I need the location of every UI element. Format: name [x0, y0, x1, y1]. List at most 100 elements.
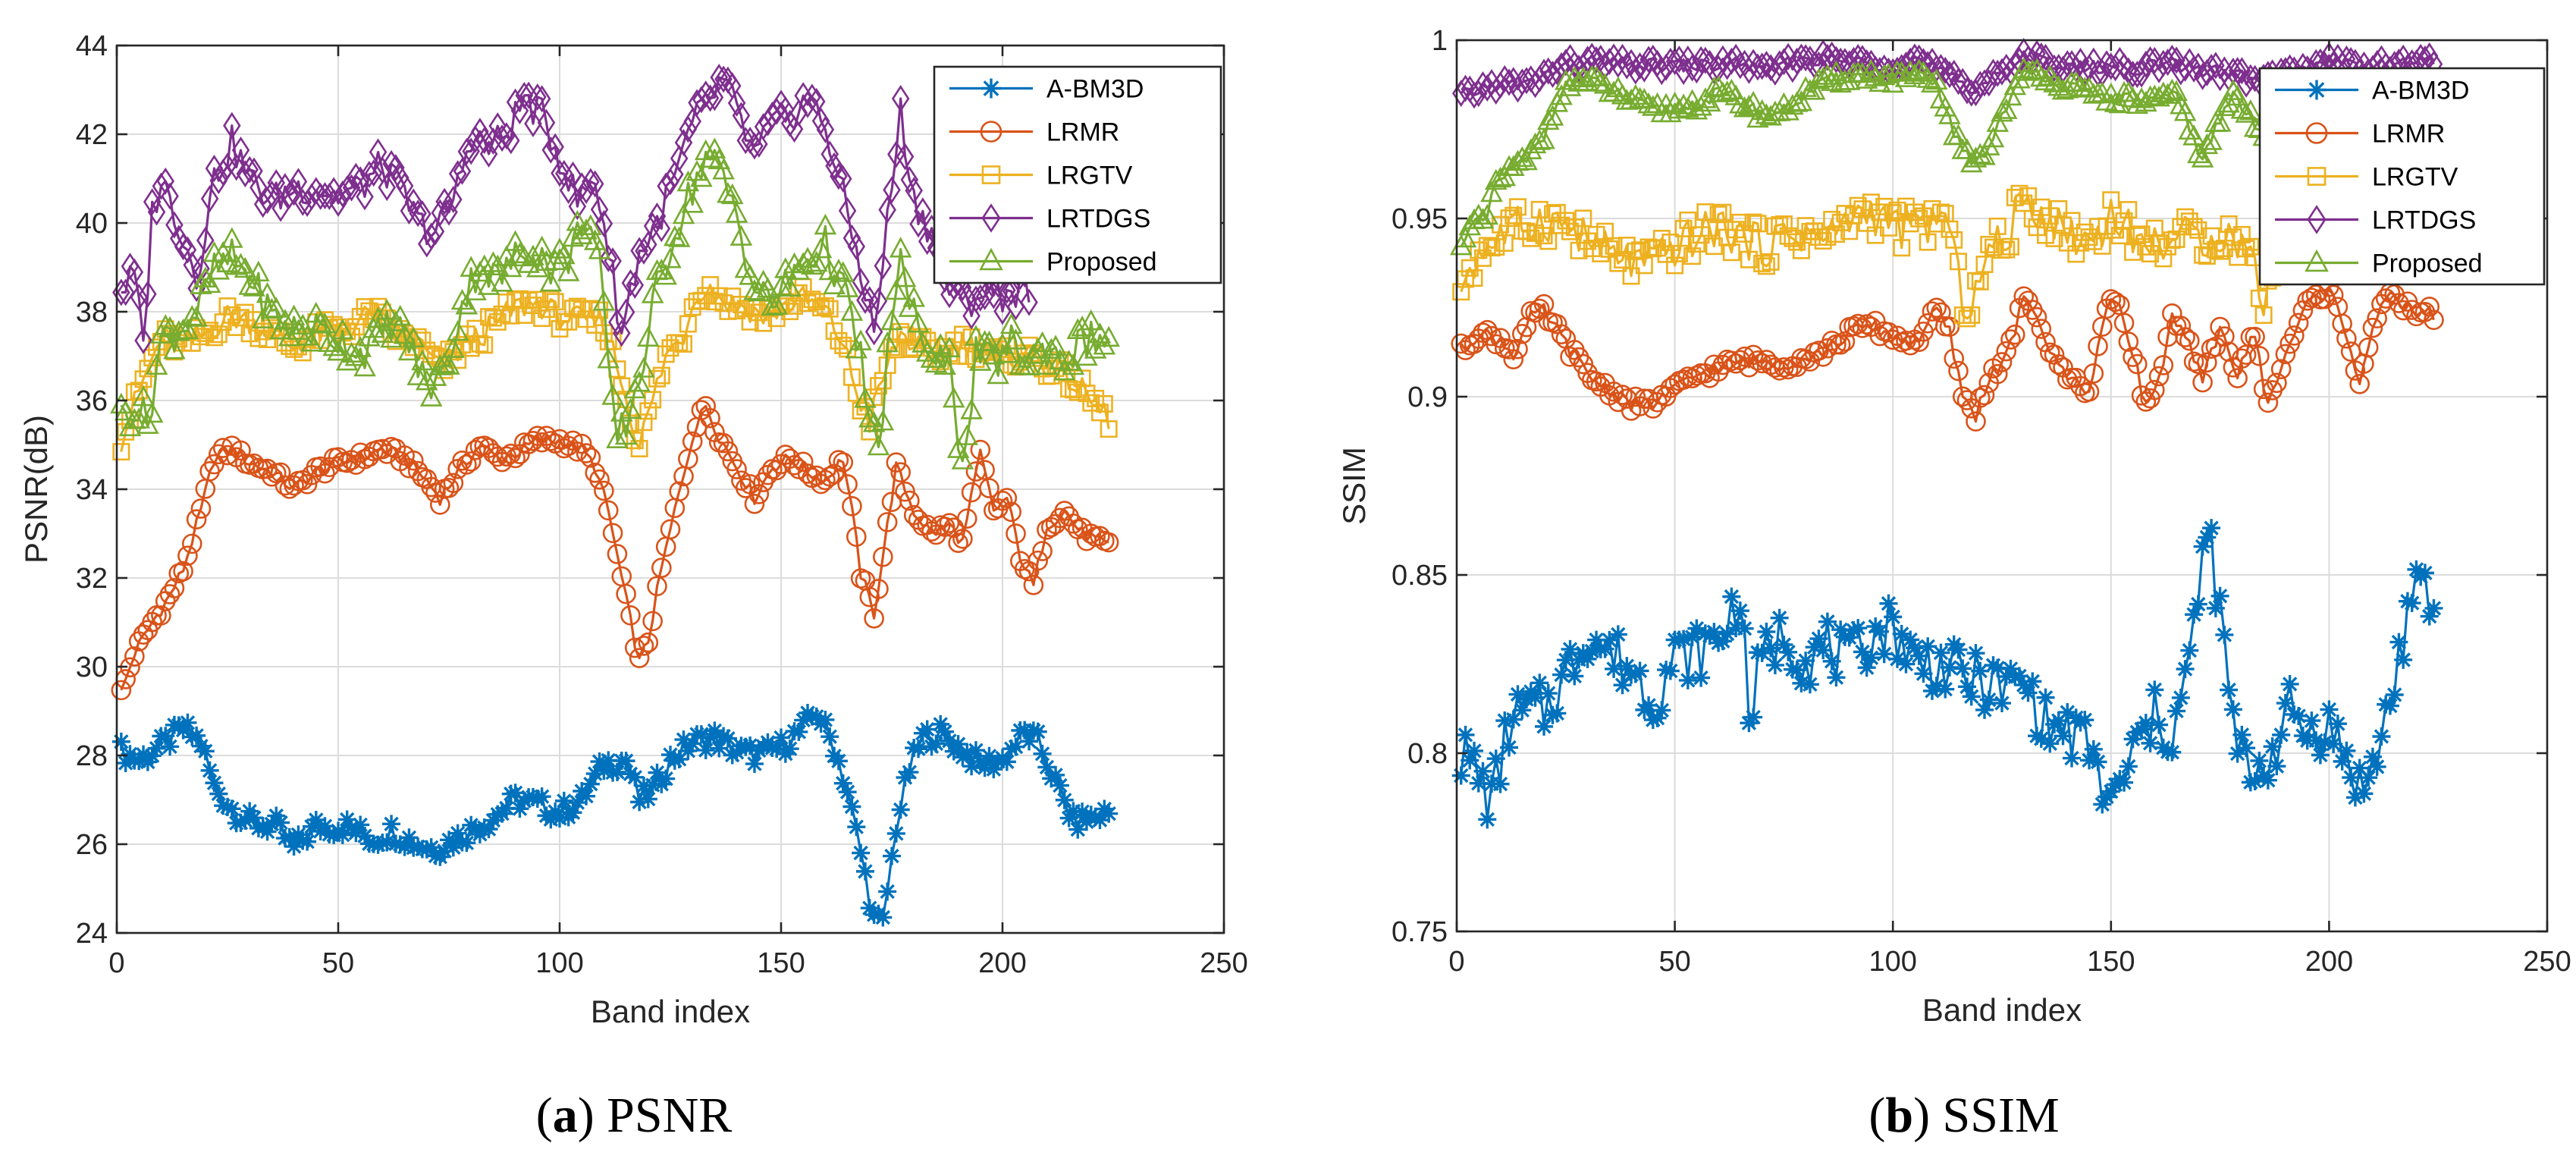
data-point — [2228, 744, 2247, 763]
y-tick-label: 36 — [76, 385, 108, 417]
data-point — [650, 258, 673, 280]
data-point — [750, 130, 768, 158]
data-point — [479, 820, 498, 839]
data-point — [577, 310, 595, 328]
data-point — [1084, 338, 1107, 359]
data-point — [1452, 283, 1470, 301]
data-point — [475, 818, 494, 837]
data-point — [732, 102, 751, 130]
data-point — [1068, 383, 1087, 401]
data-point — [613, 377, 631, 395]
data-point — [1887, 649, 1906, 668]
caption-b: (b) SSIM — [1868, 1088, 2059, 1143]
data-point — [1537, 108, 1560, 130]
data-point — [971, 284, 990, 312]
data-point — [530, 235, 554, 257]
data-point — [143, 746, 162, 765]
y-tick-label: 0.85 — [1392, 560, 1448, 592]
data-point — [2119, 201, 2138, 219]
data-point — [262, 180, 281, 208]
data-point — [1796, 217, 1815, 235]
data-point — [221, 227, 243, 248]
data-point — [1757, 50, 1776, 78]
data-point — [2359, 768, 2378, 787]
data-point — [1526, 688, 1545, 707]
data-point — [527, 426, 548, 446]
data-point — [2249, 346, 2270, 366]
series-proposed — [1449, 57, 2275, 256]
data-point — [2010, 667, 2029, 686]
data-point — [933, 353, 956, 375]
data-point — [816, 115, 835, 143]
data-point — [309, 311, 332, 333]
data-point — [1661, 47, 1680, 75]
data-point — [1975, 256, 1994, 274]
data-point — [701, 727, 720, 746]
data-point — [457, 834, 476, 853]
data-point — [1997, 240, 2016, 259]
data-point — [2208, 111, 2232, 132]
data-point — [1683, 627, 1702, 646]
data-point — [855, 862, 874, 881]
data-point — [761, 294, 784, 316]
data-point — [2104, 91, 2127, 112]
data-point — [2394, 650, 2413, 669]
data-point — [186, 509, 207, 530]
data-point — [883, 176, 901, 204]
data-point — [2085, 47, 2103, 75]
data-point — [1552, 216, 1570, 234]
data-point — [1511, 146, 1534, 168]
data-point — [2189, 595, 2207, 614]
data-point — [1622, 267, 1640, 285]
data-point — [1709, 55, 1727, 83]
data-point — [2289, 706, 2308, 725]
data-point — [2224, 228, 2242, 247]
data-point — [1851, 61, 1874, 83]
data-point — [661, 168, 679, 196]
data-point — [267, 806, 286, 825]
data-point — [1938, 103, 1961, 124]
data-point — [2170, 316, 2192, 336]
data-point — [2324, 734, 2343, 753]
data-point — [692, 291, 711, 309]
data-point — [1993, 694, 2011, 713]
data-point — [599, 751, 618, 770]
data-point — [2150, 715, 2169, 734]
data-point — [2063, 212, 2081, 230]
data-point — [2402, 594, 2421, 613]
data-point — [2210, 316, 2230, 338]
data-point — [1956, 138, 1978, 159]
data-point — [1001, 501, 1021, 523]
data-point — [595, 762, 613, 780]
data-point — [2258, 392, 2279, 413]
data-point — [1999, 84, 2022, 106]
data-point — [340, 341, 363, 363]
data-point — [541, 136, 560, 164]
data-point — [1737, 94, 1761, 116]
data-point — [444, 186, 463, 213]
data-point — [1884, 608, 1903, 627]
data-point — [205, 328, 223, 347]
data-point — [1665, 48, 1684, 76]
data-point — [161, 737, 180, 756]
data-point — [2058, 703, 2077, 722]
data-point — [632, 356, 655, 378]
data-point — [920, 347, 943, 368]
data-point — [2167, 702, 2186, 721]
data-point — [1679, 211, 1697, 229]
data-point — [1762, 54, 1780, 82]
data-point — [209, 784, 228, 803]
data-point — [801, 253, 824, 275]
data-point — [397, 339, 421, 361]
data-point — [2072, 234, 2090, 252]
data-point — [2372, 727, 2391, 746]
data-point — [965, 325, 987, 346]
data-point — [382, 815, 401, 834]
data-point — [799, 90, 817, 118]
data-point — [1006, 523, 1026, 544]
data-point — [2145, 379, 2165, 400]
data-point — [2419, 297, 2440, 317]
data-point — [2036, 43, 2055, 71]
data-point — [1914, 664, 1933, 683]
data-point — [885, 278, 908, 300]
